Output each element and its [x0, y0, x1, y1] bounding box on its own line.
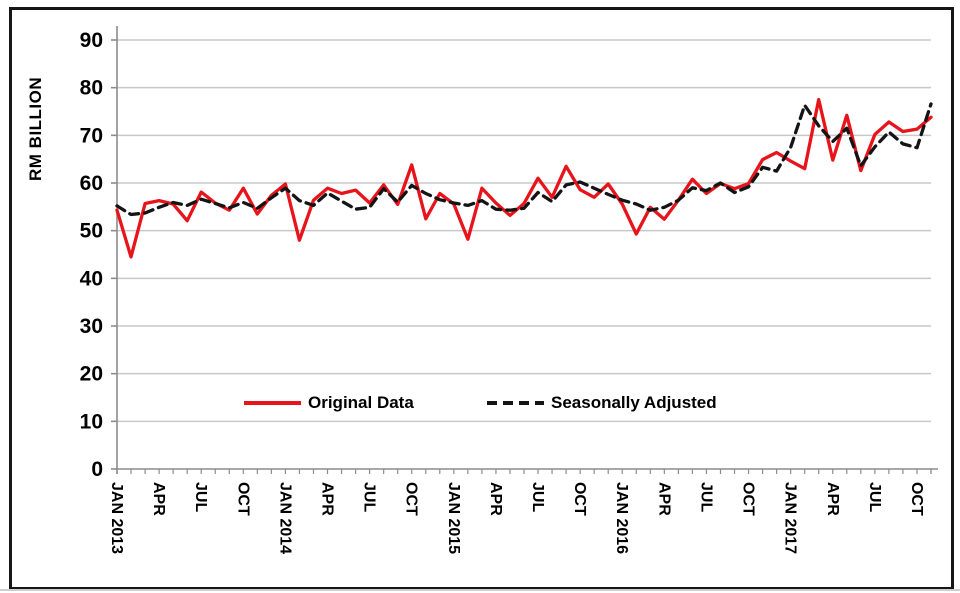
chart-outer-frame — [9, 7, 954, 590]
legend-label-original-data: Original Data — [308, 393, 414, 412]
x-tick-label: JAN 2017 — [782, 482, 799, 554]
dashed-black-line-sample-icon — [487, 401, 544, 405]
x-tick-label: JUL — [697, 482, 714, 512]
scan-edge-artifact — [0, 589, 960, 591]
y-tick-label: 10 — [80, 410, 103, 433]
y-tick-label: 80 — [80, 77, 103, 100]
x-tick-label: APR — [150, 482, 167, 516]
gridlines — [117, 39, 931, 423]
y-tick-label: 20 — [80, 363, 103, 386]
legend-label-seasonally-adjusted: Seasonally Adjusted — [551, 393, 717, 412]
x-tick-label: JUL — [192, 482, 209, 512]
x-tick-label: JAN 2014 — [276, 482, 293, 554]
chart-legend: Original Data Seasonally Adjusted — [0, 390, 960, 416]
solid-red-line-sample-icon — [244, 401, 301, 405]
legend-item-seasonally-adjusted: Seasonally Adjusted — [487, 390, 717, 416]
x-tick-label: APR — [487, 482, 504, 516]
x-tick-label: OCT — [403, 482, 420, 516]
x-tick-label: JUL — [866, 482, 883, 512]
x-tick-label: OCT — [571, 482, 588, 516]
x-tick-label: OCT — [740, 482, 757, 516]
y-tick-label: 0 — [91, 458, 103, 481]
axis-tick-labels: 0 10 20 30 40 50 60 70 80 90 JAN 2013 APR JUL OCT JAN … — [80, 29, 925, 554]
x-tick-label: OCT — [908, 482, 925, 516]
x-tick-label: OCT — [234, 482, 251, 516]
data-series — [115, 97, 933, 259]
y-tick-label: 50 — [80, 220, 103, 243]
x-tick-label: JAN 2013 — [108, 482, 125, 554]
x-tick-label: APR — [824, 482, 841, 516]
y-tick-label: 60 — [80, 172, 103, 195]
x-tick-label: JAN 2016 — [613, 482, 630, 554]
y-tick-label: 70 — [80, 124, 103, 147]
series-line-original-data — [115, 97, 933, 259]
x-tick-label: APR — [655, 482, 672, 516]
x-tick-label: JUL — [529, 482, 546, 512]
y-tick-label: 90 — [80, 29, 103, 52]
series-line-seasonally-adjusted — [115, 102, 933, 217]
y-tick-label: 40 — [80, 267, 103, 290]
x-tick-label: APR — [319, 482, 336, 516]
legend-item-original-data: Original Data — [244, 390, 414, 416]
x-tick-label: JAN 2015 — [445, 482, 462, 554]
axes — [111, 26, 938, 474]
y-tick-label: 30 — [80, 315, 103, 338]
x-tick-label: JUL — [361, 482, 378, 512]
